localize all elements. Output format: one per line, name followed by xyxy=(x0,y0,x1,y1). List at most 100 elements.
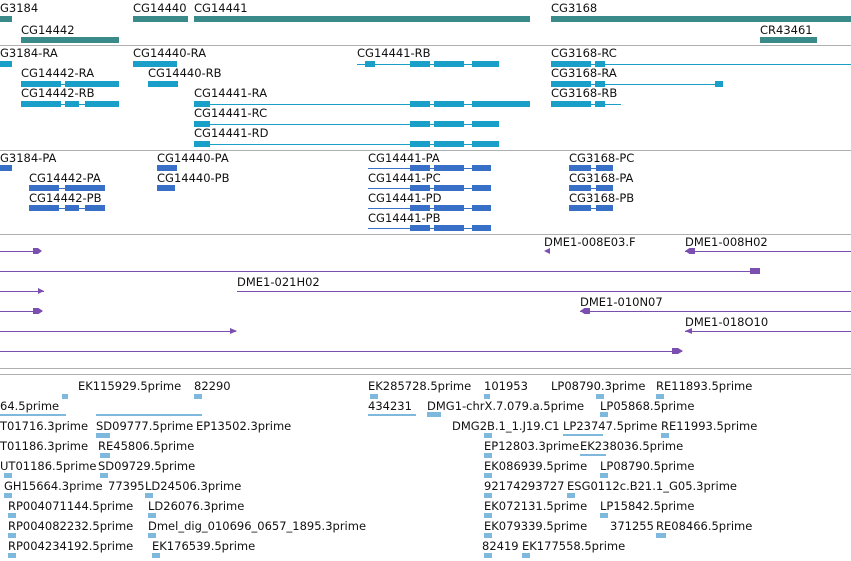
est-label[interactable]: RE45806.5prime xyxy=(98,439,195,453)
exon[interactable] xyxy=(596,165,613,171)
est-label[interactable]: Dmel_dig_010696_0657_1895.3prime xyxy=(148,519,367,533)
est-label[interactable]: LP08790.5prime xyxy=(600,459,695,473)
exon[interactable] xyxy=(595,101,605,107)
est-label[interactable]: RE08466.5prime xyxy=(656,519,753,533)
est-label[interactable]: EK176539.5prime xyxy=(152,539,256,553)
est-label[interactable]: 82290 xyxy=(194,379,231,393)
exon[interactable] xyxy=(85,205,105,211)
exon[interactable] xyxy=(410,121,430,127)
clone-label[interactable]: DME1-008H02 xyxy=(685,235,768,249)
est-feature[interactable] xyxy=(656,533,666,538)
est-feature[interactable] xyxy=(563,434,603,436)
est-feature[interactable] xyxy=(567,493,575,498)
est-label[interactable]: RP004071144.5prime xyxy=(8,499,134,513)
transcript-feature[interactable] xyxy=(133,61,177,67)
est-feature[interactable] xyxy=(8,513,16,518)
est-label[interactable]: RE11893.5prime xyxy=(656,379,753,393)
exon[interactable] xyxy=(434,205,464,211)
transcript-label[interactable]: CG3168-RA xyxy=(551,66,617,80)
est-feature[interactable] xyxy=(484,394,490,399)
protein-label[interactable]: CG14441-PB xyxy=(368,211,441,225)
exon[interactable] xyxy=(410,101,430,107)
exon[interactable] xyxy=(472,121,499,127)
est-label[interactable]: EP12803.3prime xyxy=(484,439,580,453)
est-feature[interactable] xyxy=(600,513,608,518)
est-label[interactable]: DMG1-chrX.7.079.a.5prime xyxy=(427,399,585,413)
protein-label[interactable]: CG14442-PB xyxy=(29,191,102,205)
est-label[interactable]: EP13502.3prime xyxy=(196,419,292,433)
est-feature[interactable] xyxy=(148,513,156,518)
exon[interactable] xyxy=(410,225,430,231)
protein-label[interactable]: CG3168-PB xyxy=(569,191,635,205)
clone-label[interactable]: DME1-021H02 xyxy=(237,275,320,289)
clone-line[interactable] xyxy=(685,331,851,332)
exon[interactable] xyxy=(434,225,464,231)
exon[interactable] xyxy=(595,81,605,87)
est-feature[interactable] xyxy=(600,473,608,478)
exon[interactable] xyxy=(29,205,59,211)
est-feature[interactable] xyxy=(484,513,492,518)
est-label[interactable]: EK115929.5prime xyxy=(78,379,182,393)
est-feature[interactable] xyxy=(96,433,110,438)
est-label[interactable]: 434231 xyxy=(368,399,412,413)
exon[interactable] xyxy=(569,165,591,171)
exon[interactable] xyxy=(194,101,210,107)
est-feature[interactable] xyxy=(656,394,664,399)
transcript-label[interactable]: CG14441-RB xyxy=(357,46,431,60)
exon[interactable] xyxy=(434,101,464,107)
clone-label[interactable]: DME1-008E03.F xyxy=(544,235,636,249)
est-feature[interactable] xyxy=(8,533,16,538)
exon[interactable] xyxy=(434,185,464,191)
gene-feature[interactable] xyxy=(760,37,817,43)
est-label[interactable]: 371255 xyxy=(610,519,654,533)
gene-feature[interactable] xyxy=(133,16,188,22)
transcript-label[interactable]: CG14442-RA xyxy=(21,66,95,80)
exon[interactable] xyxy=(596,185,613,191)
transcript-feature[interactable] xyxy=(148,81,178,87)
exon[interactable] xyxy=(569,185,591,191)
est-label[interactable]: LP15842.5prime xyxy=(600,499,695,513)
exon[interactable] xyxy=(410,165,430,171)
est-feature[interactable] xyxy=(580,454,606,456)
exon[interactable] xyxy=(472,185,491,191)
est-feature[interactable] xyxy=(484,533,492,538)
protein-label[interactable]: G3184-PA xyxy=(0,151,57,165)
est-label[interactable]: GH15664.3prime xyxy=(4,479,103,493)
est-label[interactable]: EK177558.5prime xyxy=(522,539,626,553)
est-feature[interactable] xyxy=(4,473,12,478)
est-label[interactable]: LD24506.3prime xyxy=(145,479,242,493)
exon[interactable] xyxy=(596,205,613,211)
transcript-label[interactable]: CG14440-RB xyxy=(148,66,222,80)
transcript-label[interactable]: CG14441-RD xyxy=(194,126,269,140)
transcript-label[interactable]: CG14440-RA xyxy=(133,46,207,60)
est-label[interactable]: 92174293727 xyxy=(484,479,565,493)
clone-line[interactable] xyxy=(0,331,236,332)
clone-line[interactable] xyxy=(0,251,38,252)
gene-label[interactable]: CG14442 xyxy=(21,23,75,37)
exon[interactable] xyxy=(65,205,79,211)
est-label[interactable]: EK072131.5prime xyxy=(484,499,588,513)
est-feature[interactable] xyxy=(370,394,378,399)
clone-label[interactable]: DME1-010N07 xyxy=(580,295,663,309)
exon[interactable] xyxy=(410,185,430,191)
exon[interactable] xyxy=(551,61,591,67)
exon[interactable] xyxy=(21,81,61,87)
exon[interactable] xyxy=(472,141,499,147)
exon[interactable] xyxy=(85,101,119,107)
gene-feature[interactable] xyxy=(21,37,119,43)
est-feature[interactable] xyxy=(100,453,110,458)
est-feature[interactable] xyxy=(522,553,530,558)
exon[interactable] xyxy=(551,101,591,107)
protein-label[interactable]: CG14440-PB xyxy=(157,171,230,185)
protein-label[interactable]: CG14440-PA xyxy=(157,151,229,165)
exon[interactable] xyxy=(21,101,61,107)
gene-label[interactable]: CR43461 xyxy=(760,23,813,37)
exon[interactable] xyxy=(472,225,491,231)
est-label[interactable]: EK086939.5prime xyxy=(484,459,588,473)
exon[interactable] xyxy=(365,61,375,67)
exon[interactable] xyxy=(410,61,430,67)
est-feature[interactable] xyxy=(484,473,492,478)
est-feature[interactable] xyxy=(148,533,156,538)
est-feature[interactable] xyxy=(152,553,160,558)
exon[interactable] xyxy=(472,101,530,107)
